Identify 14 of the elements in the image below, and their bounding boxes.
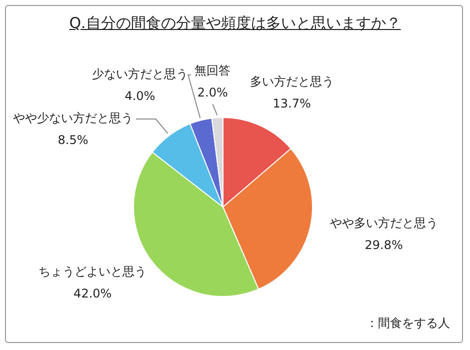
data-label: 13.7% bbox=[272, 96, 311, 111]
chart-title: Q.自分の間食の分量や頻度は多いと思いますか？ bbox=[68, 14, 402, 33]
slice-label: ちょうどよいと思う bbox=[38, 264, 147, 279]
slice-label: 少ない方だと思う bbox=[92, 67, 188, 82]
data-label: 29.8% bbox=[364, 238, 403, 252]
data-label: 42.0% bbox=[74, 286, 112, 301]
text: ：間食をする人 bbox=[366, 315, 450, 332]
slice-label: やや多い方だと思う bbox=[330, 216, 438, 230]
slice-label: 多い方だと思う bbox=[250, 74, 334, 89]
data-label: 4.0% bbox=[124, 89, 156, 104]
slice-label: やや少ない方だと思う bbox=[13, 111, 133, 126]
slice-label: 無回答 bbox=[194, 63, 231, 78]
data-label: 2.0% bbox=[197, 85, 228, 100]
data-label: 8.5% bbox=[58, 133, 88, 148]
